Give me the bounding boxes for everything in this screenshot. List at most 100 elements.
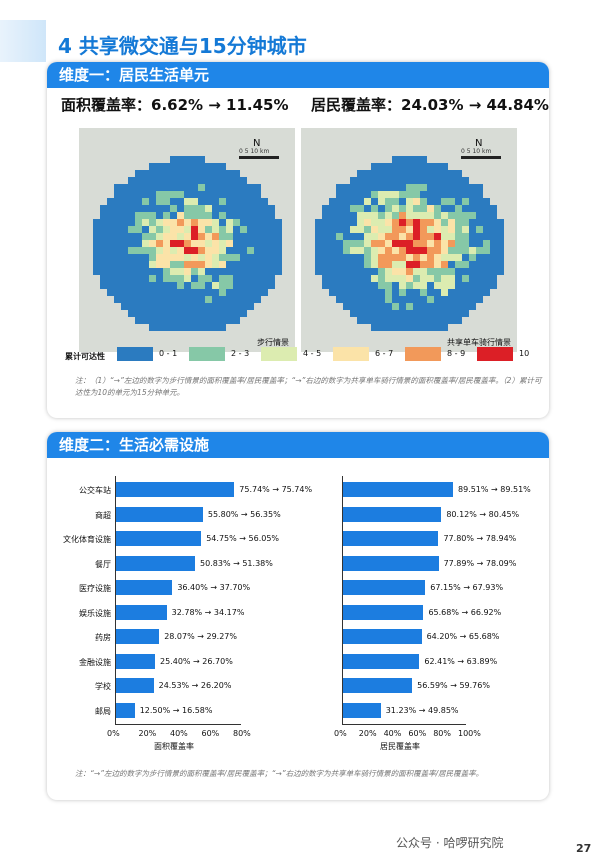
map-cell xyxy=(219,163,226,170)
map-cell xyxy=(434,198,441,205)
map-cell xyxy=(149,163,156,170)
map-cell xyxy=(121,205,128,212)
map-cell xyxy=(371,233,378,240)
map-cell xyxy=(170,156,177,163)
map-cell xyxy=(385,303,392,310)
map-cell xyxy=(420,156,427,163)
map-cell xyxy=(212,226,219,233)
map-cell xyxy=(406,310,413,317)
map-cell xyxy=(170,233,177,240)
map-cell xyxy=(329,289,336,296)
map-cell xyxy=(163,324,170,331)
map-cell xyxy=(247,212,254,219)
map-cell xyxy=(413,268,420,275)
map-cell xyxy=(121,226,128,233)
map-cell xyxy=(469,198,476,205)
map-cell xyxy=(205,282,212,289)
map-cell xyxy=(198,296,205,303)
map-cell xyxy=(149,212,156,219)
map-cell xyxy=(184,198,191,205)
map-cell xyxy=(219,212,226,219)
map-cell xyxy=(107,198,114,205)
bar-value-label: 24.53% → 26.20% xyxy=(158,681,232,690)
legend-swatch xyxy=(405,347,441,361)
map-cell xyxy=(156,310,163,317)
map-cell xyxy=(184,205,191,212)
map-cell xyxy=(434,205,441,212)
map-cell xyxy=(219,275,226,282)
map-cell xyxy=(406,233,413,240)
map-cell xyxy=(177,303,184,310)
map-cell xyxy=(128,275,135,282)
map-cell xyxy=(350,268,357,275)
map-cell xyxy=(226,254,233,261)
map-cell xyxy=(177,163,184,170)
map-cell xyxy=(378,247,385,254)
map-cell xyxy=(261,233,268,240)
map-cell xyxy=(441,282,448,289)
map-cell xyxy=(441,261,448,268)
map-cell xyxy=(490,205,497,212)
map-cell xyxy=(420,184,427,191)
bar xyxy=(342,604,424,620)
map-cell xyxy=(448,268,455,275)
x-tick-label: 60% xyxy=(201,729,220,738)
bar-value-label: 77.89% → 78.09% xyxy=(443,558,517,568)
map-cell xyxy=(371,268,378,275)
map-cell xyxy=(392,261,399,268)
map-cell xyxy=(184,317,191,324)
bike-scenario-map: N 0 5 10 km 共享单车骑行情景 xyxy=(301,128,517,352)
map-cell xyxy=(385,268,392,275)
map-cell xyxy=(184,163,191,170)
map-cell xyxy=(420,177,427,184)
map-cell xyxy=(226,198,233,205)
map-cell xyxy=(483,261,490,268)
legend-label: 6 - 7 xyxy=(375,349,394,358)
map-cell xyxy=(114,184,121,191)
map-cell xyxy=(469,282,476,289)
map-cell xyxy=(247,219,254,226)
map-cell xyxy=(434,170,441,177)
map-cell xyxy=(240,226,247,233)
map-cell xyxy=(392,163,399,170)
map-cell xyxy=(336,205,343,212)
map-cell xyxy=(198,275,205,282)
map-cell xyxy=(336,261,343,268)
map-cell xyxy=(191,233,198,240)
map-cell xyxy=(385,212,392,219)
map-cell xyxy=(261,289,268,296)
map-cell xyxy=(128,184,135,191)
map-cell xyxy=(420,198,427,205)
map-cell xyxy=(184,268,191,275)
map-cell xyxy=(177,191,184,198)
map-cell xyxy=(170,317,177,324)
map-cell xyxy=(497,226,504,233)
map-cell xyxy=(177,219,184,226)
map-cell xyxy=(406,254,413,261)
map-cell xyxy=(254,212,261,219)
map-cell xyxy=(114,198,121,205)
map-cell xyxy=(448,184,455,191)
map-cell xyxy=(114,282,121,289)
map-cell xyxy=(434,233,441,240)
map-cell xyxy=(156,177,163,184)
map-cell xyxy=(184,324,191,331)
map-cell xyxy=(142,191,149,198)
bar xyxy=(115,531,202,546)
map-cell xyxy=(406,296,413,303)
map-cell xyxy=(357,177,364,184)
map-cell xyxy=(392,289,399,296)
map-cell xyxy=(156,296,163,303)
map-cell xyxy=(135,310,142,317)
map-cell xyxy=(100,247,107,254)
bar-value-label: 80.12% → 80.45% xyxy=(446,509,520,519)
map-cell xyxy=(399,268,406,275)
map-cell xyxy=(315,247,322,254)
map-cell xyxy=(350,303,357,310)
map-cell xyxy=(378,324,385,331)
map-cell xyxy=(343,226,350,233)
map-cell xyxy=(163,198,170,205)
map-cell xyxy=(191,240,198,247)
map-cell xyxy=(469,205,476,212)
map-cell xyxy=(434,289,441,296)
